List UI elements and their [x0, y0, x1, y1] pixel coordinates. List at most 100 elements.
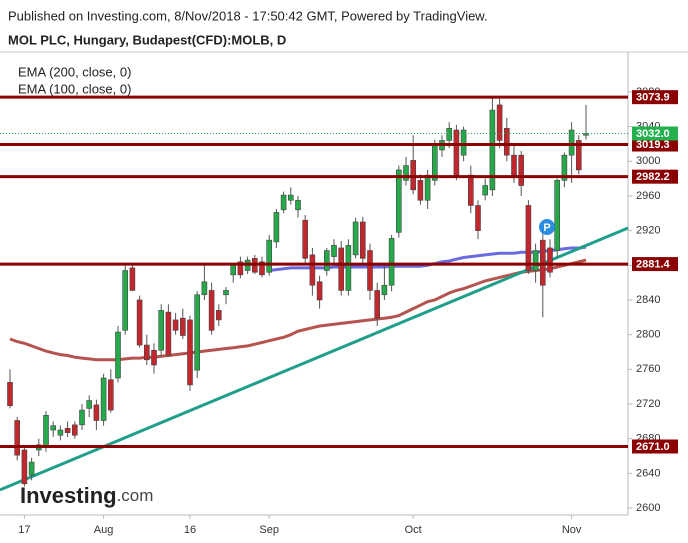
candle-body [352, 221, 359, 256]
candle-body [496, 104, 503, 141]
candle-body [532, 250, 539, 271]
candle-body [424, 174, 431, 201]
candle-body [7, 382, 13, 407]
candle-body [395, 169, 402, 233]
y-tick-label: 2920 [636, 225, 660, 237]
price-label: 2881.4 [636, 258, 671, 270]
candle-body [547, 247, 553, 273]
candle-body [144, 344, 150, 361]
y-tick-label: 2640 [636, 467, 660, 479]
candle-body [453, 129, 460, 176]
candle-body [165, 311, 172, 356]
candle-body [259, 261, 265, 276]
candle-body [511, 154, 517, 176]
watermark-suffix: .com [117, 486, 154, 505]
candle-body [280, 194, 287, 211]
price-label: 3019.3 [636, 139, 670, 151]
candle-body [467, 174, 474, 206]
candle-body [323, 250, 330, 271]
price-label: 3032.0 [636, 128, 670, 140]
candle-body [518, 154, 525, 186]
candle-body [345, 245, 352, 291]
candle-body [208, 290, 215, 331]
price-label-box [632, 257, 678, 272]
candle-body [568, 129, 575, 156]
y-tick-label: 3000 [636, 155, 660, 167]
candle-body [50, 425, 57, 431]
ema-line [9, 258, 587, 362]
candle-body [86, 400, 92, 409]
y-tick-label: 2760 [636, 363, 660, 375]
x-tick-label: Nov [562, 524, 582, 536]
candle-body [417, 180, 424, 201]
candle-body [151, 349, 157, 366]
candle-body [129, 267, 136, 291]
candle-body [287, 194, 294, 201]
candle-body [403, 165, 409, 181]
ema-line [269, 245, 587, 272]
candle-body [295, 199, 301, 211]
candle-body [187, 319, 193, 386]
candle-body [554, 180, 561, 251]
candle-body [338, 247, 345, 291]
candle-body [14, 420, 20, 456]
candle-body [273, 212, 280, 243]
candle-body [266, 239, 273, 273]
y-tick-label: 2960 [636, 190, 660, 202]
candle-body [180, 317, 186, 336]
candle-body [115, 331, 121, 379]
candle-body [503, 127, 510, 156]
x-tick-label: Oct [405, 524, 422, 536]
candle-body [72, 424, 78, 436]
candle-body [122, 270, 128, 331]
candle-body [575, 140, 582, 171]
publisher-note: Published on Investing.com, 8/Nov/2018 -… [8, 8, 488, 23]
price-label-box [632, 137, 678, 152]
candle-body [237, 261, 244, 276]
event-marker-letter: P [543, 222, 550, 234]
x-tick-label: Sep [259, 524, 279, 536]
price-label-box [632, 439, 678, 454]
candle-body [316, 281, 323, 301]
candle-body [172, 319, 179, 331]
candle-body [57, 429, 64, 436]
candle-body [43, 414, 49, 448]
event-marker [539, 219, 555, 235]
price-label: 3073.9 [636, 92, 670, 104]
candle-body [79, 409, 85, 426]
candle-body [381, 284, 388, 296]
candle-body [201, 281, 208, 296]
price-label-box [632, 90, 678, 105]
candle-body [359, 221, 366, 259]
price-label-box [632, 169, 678, 184]
y-tick-label: 2720 [636, 398, 660, 410]
y-tick-label: 2800 [636, 329, 660, 341]
candle-body [460, 129, 467, 156]
candle-body [482, 185, 489, 196]
y-tick-label: 2600 [636, 502, 660, 514]
legend-entry: EMA (100, close, 0) [18, 81, 131, 96]
candle-body [309, 254, 316, 286]
candle-body [216, 310, 222, 321]
watermark-brand: Investing [20, 483, 117, 508]
y-tick-label: 2840 [636, 294, 660, 306]
candle-body [21, 449, 28, 485]
legend-entry: EMA (200, close, 0) [18, 64, 131, 79]
candle-body [374, 290, 381, 319]
price-label: 2671.0 [636, 441, 670, 453]
candle-body [561, 154, 568, 181]
candle-body [446, 127, 453, 141]
candle-body [410, 160, 417, 191]
candle-body [223, 290, 229, 296]
candle-body [28, 461, 35, 476]
candle-body [431, 145, 438, 181]
candle-body [194, 294, 200, 371]
candle-body [108, 379, 114, 411]
x-tick-label: 16 [184, 524, 196, 536]
candle-body [302, 219, 309, 259]
price-label-box [632, 126, 678, 141]
candle-body [475, 205, 481, 231]
x-tick-label: 17 [18, 524, 30, 536]
candle-body [158, 310, 164, 351]
